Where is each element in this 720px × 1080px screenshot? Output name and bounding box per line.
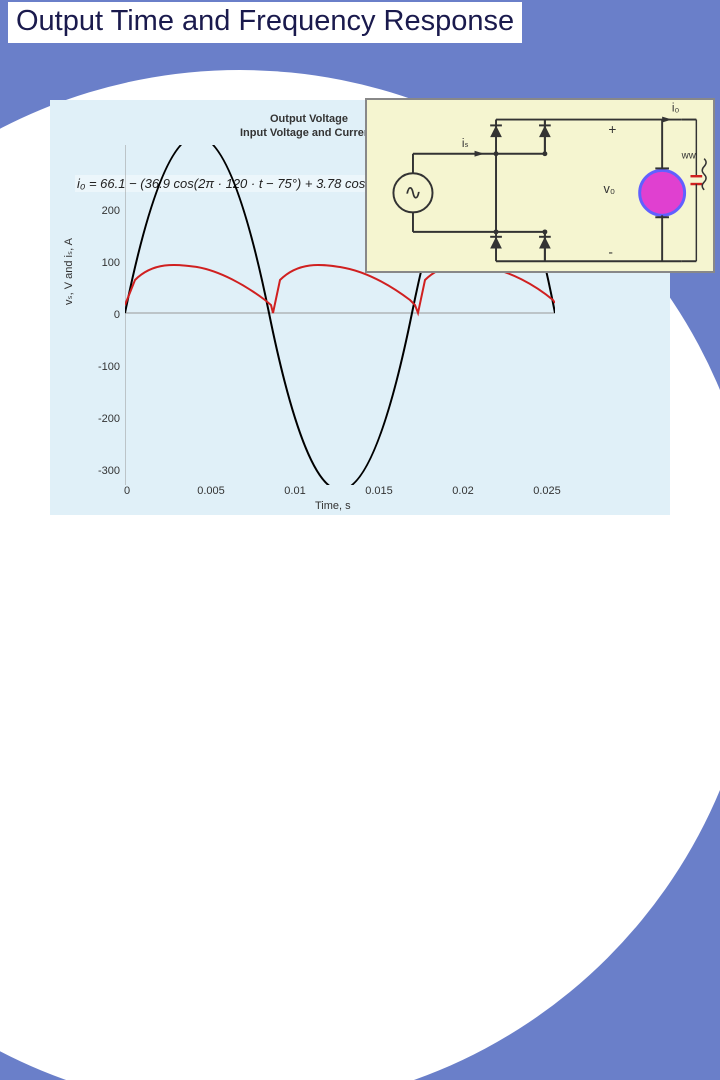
plus-label: +	[608, 122, 616, 137]
circuit-diagram: ∿ iₛ	[365, 98, 715, 273]
io-label: i₀	[672, 102, 680, 115]
xtick: 0.02	[438, 485, 488, 497]
ytick: 200	[80, 205, 120, 217]
ac-source-symbol: ∿	[404, 181, 422, 205]
ytick: -100	[80, 361, 120, 373]
vo-label: v₀	[604, 182, 616, 196]
xtick: 0.025	[522, 485, 572, 497]
ytick: -300	[80, 465, 120, 477]
xtick: 0.005	[186, 485, 236, 497]
ytick: -200	[80, 413, 120, 425]
is-label: iₛ	[462, 137, 469, 150]
circuit-svg: ∿ iₛ	[367, 100, 713, 271]
page-title: Output Time and Frequency Response	[16, 4, 514, 39]
ytick: 100	[80, 257, 120, 269]
resistor-label: ᴡᴡ	[681, 151, 697, 162]
chart-title-1: Output Voltage	[270, 113, 348, 125]
xtick: 0.015	[354, 485, 404, 497]
xtick: 0	[102, 485, 152, 497]
xtick: 0.01	[270, 485, 320, 497]
x-axis-label: Time, s	[315, 500, 351, 512]
title-box: Output Time and Frequency Response	[8, 2, 522, 46]
y-axis-label: vₛ, V and iₛ, A	[62, 238, 75, 305]
chart-title-2: Input Voltage and Current	[240, 127, 374, 139]
ytick: 0	[80, 309, 120, 321]
minus-label: -	[608, 244, 613, 259]
